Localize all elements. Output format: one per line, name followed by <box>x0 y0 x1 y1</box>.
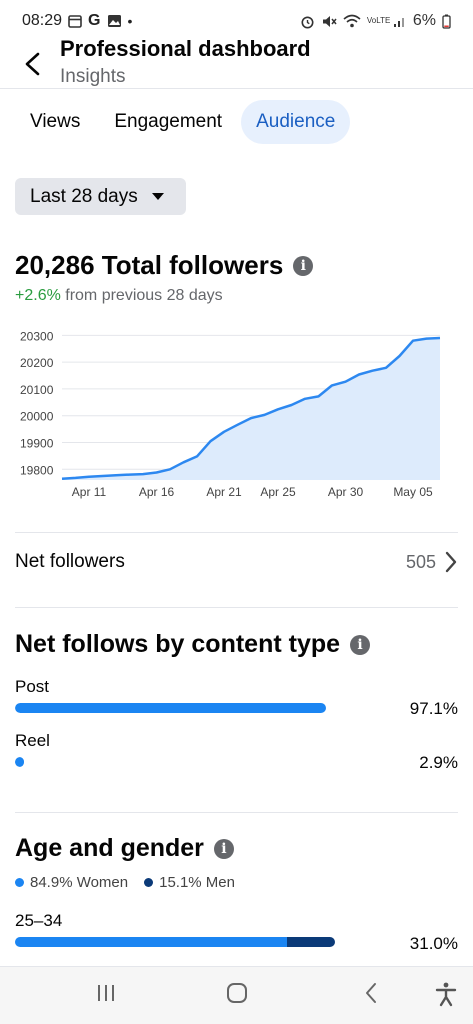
status-left: 08:29 G • <box>22 12 132 30</box>
chart-x-tick-label: Apr 25 <box>260 485 296 499</box>
women-dot-icon <box>15 878 24 887</box>
total-followers-title: 20,286 Total followers <box>15 250 284 280</box>
chart-y-tick-label: 20000 <box>20 410 54 424</box>
chart-y-tick-label: 19900 <box>20 437 54 451</box>
tab-engagement[interactable]: Engagement <box>114 111 223 132</box>
chart-x-tick-label: Apr 30 <box>328 485 364 499</box>
status-right: VoLTE 6% <box>300 12 451 30</box>
chart-x-tick-label: Apr 21 <box>206 485 242 499</box>
followers-change-percent: +2.6% <box>15 287 61 304</box>
accessibility-icon[interactable] <box>434 981 458 1007</box>
legend-men-label: 15.1% Men <box>159 874 235 891</box>
chart-series-line <box>61 336 441 480</box>
chart-x-tick-label: Apr 16 <box>139 485 175 499</box>
chart-area <box>62 338 440 480</box>
content-reel-label: Reel <box>15 731 50 750</box>
volte-icon: VoLTE <box>366 16 391 25</box>
g-icon: G <box>88 12 101 29</box>
net-followers-label: Net followers <box>15 551 125 572</box>
section-divider <box>15 812 458 813</box>
age-row-label: 25–34 <box>15 911 63 930</box>
back-arrow-icon[interactable] <box>20 46 50 82</box>
men-dot-icon <box>144 878 154 887</box>
content-reel-bar <box>15 757 335 767</box>
net-followers-value: 505 <box>405 551 436 572</box>
age-row-women-fill <box>15 937 287 947</box>
tab-audience[interactable]: Audience <box>241 100 351 144</box>
content-post-bar <box>15 703 335 713</box>
section-divider <box>15 607 458 608</box>
calendar-icon <box>68 15 82 28</box>
content-type-heading: Net follows by content type i <box>15 630 371 659</box>
back-icon[interactable] <box>360 981 384 1005</box>
info-icon[interactable]: i <box>293 255 314 276</box>
system-nav-bar <box>0 966 473 1024</box>
gender-legend: 84.9% Women 15.1% Men <box>15 874 235 891</box>
dot-icon: • <box>127 13 133 29</box>
date-range-label: Last 28 days <box>30 185 138 207</box>
legend-men: 15.1% Men <box>144 874 235 891</box>
caret-down-icon <box>151 193 164 200</box>
followers-change: +2.6% from previous 28 days <box>15 287 223 305</box>
legend-women-label: 84.9% Women <box>30 874 129 891</box>
age-gender-title: Age and gender <box>15 834 204 862</box>
info-icon[interactable]: i <box>350 634 371 655</box>
content-post-percent: 97.1% <box>409 699 458 718</box>
net-followers-row[interactable]: Net followers 505 <box>15 546 458 578</box>
total-followers-heading: 20,286 Total followers i <box>15 250 314 281</box>
insights-tabs: Views Engagement Audience <box>15 100 351 144</box>
image-icon <box>107 15 121 27</box>
date-range-dropdown[interactable]: Last 28 days <box>15 178 186 215</box>
section-divider <box>15 532 458 533</box>
content-post-bar-fill <box>15 703 326 713</box>
recents-icon[interactable] <box>94 981 118 1005</box>
chart-x-tick-label: Apr 11 <box>72 485 107 499</box>
battery-icon <box>442 14 451 29</box>
app-header: Professional dashboard Insights <box>0 34 473 90</box>
legend-women: 84.9% Women <box>15 874 128 891</box>
chevron-right-icon <box>445 551 457 573</box>
battery-text: 6% <box>412 12 436 29</box>
status-time: 08:29 <box>22 12 63 29</box>
header-divider <box>0 88 473 89</box>
status-bar: 08:29 G • VoLTE 6% <box>0 0 473 42</box>
followers-area-chart: 19800 19900 20000 20100 20200 20300 Apr 11 Apr … <box>20 329 441 499</box>
home-icon[interactable] <box>225 981 249 1005</box>
tab-views[interactable]: Views <box>30 111 81 132</box>
chart-y-tick-label: 20100 <box>20 383 54 397</box>
age-row-men-fill <box>286 937 335 947</box>
age-gender-heading: Age and gender i <box>15 834 234 863</box>
followers-change-suffix: from previous 28 days <box>60 287 223 304</box>
alarm-icon <box>301 16 314 28</box>
chart-y-tick-label: 20300 <box>20 329 54 343</box>
page-subtitle: Insights <box>60 66 126 87</box>
chart-y-tick-label: 19800 <box>20 463 54 477</box>
info-icon[interactable]: i <box>213 838 234 859</box>
content-reel-percent: 2.9% <box>419 753 458 772</box>
chart-y-tick-label: 20200 <box>20 356 54 370</box>
net-followers-right: 505 <box>406 550 458 574</box>
wifi-icon <box>343 14 361 27</box>
content-post-label: Post <box>15 677 50 696</box>
chart-x-tick-label: May 05 <box>393 485 433 499</box>
mute-icon <box>322 15 337 27</box>
content-reel-bar-fill <box>15 757 25 767</box>
signal-icon <box>393 18 404 27</box>
age-row-bar <box>15 937 335 947</box>
page-title: Professional dashboard <box>60 36 311 61</box>
content-type-title: Net follows by content type <box>15 630 341 658</box>
age-row-percent: 31.0% <box>409 934 458 953</box>
